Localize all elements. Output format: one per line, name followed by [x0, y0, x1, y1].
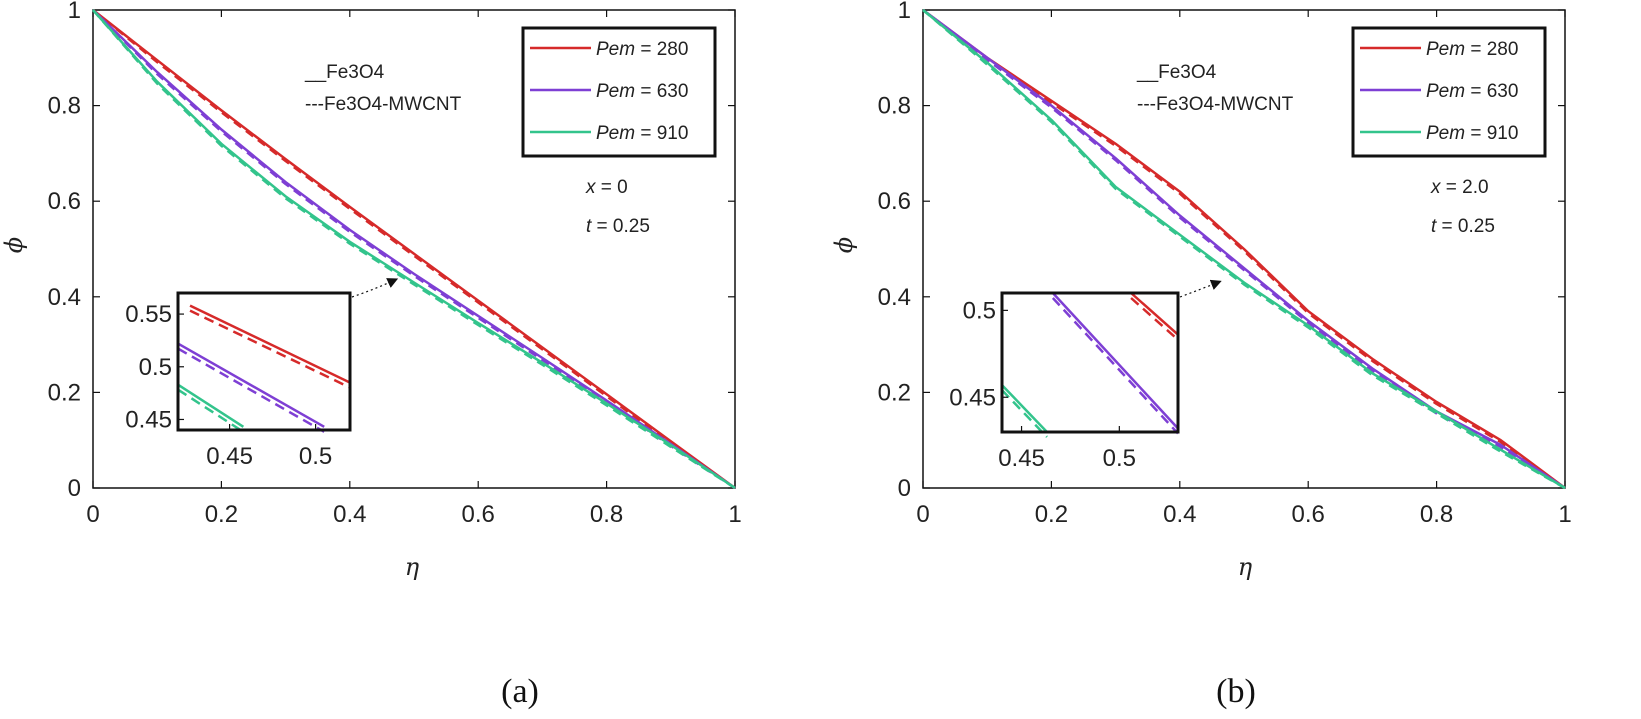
y-tick-label: 0.8: [48, 93, 81, 120]
inset-y-tick-label: 0.5: [139, 354, 172, 381]
panel-a-legend-entry-630: Pem = 630: [596, 81, 688, 102]
plot-frame: [922, 9, 1566, 489]
series-line-280: [922, 8, 1566, 490]
series-lines: [92, 9, 736, 490]
y-tick-label: 0.6: [878, 188, 911, 215]
x-tick-label: 0: [916, 501, 929, 528]
zoom-inset: 0.45 0.5 0.45 0.5 0.55: [125, 278, 399, 470]
panel-a-legend-entry-280: Pem = 280: [596, 39, 688, 60]
inset-line-dashed: [177, 347, 325, 433]
x-tick-label: 0.2: [205, 501, 238, 528]
x-tick-label: 0.6: [462, 501, 495, 528]
series-lines: [922, 8, 1566, 490]
panel-b-annotation-x: x = 2.0: [1430, 177, 1489, 198]
series-line-280: [92, 9, 736, 490]
panel-b-legend-entry-280: Pem = 280: [1426, 39, 1518, 60]
x-tick-label: 0.6: [1292, 501, 1325, 528]
panel-a: 0 0.2 0.4 0.6 0.8 1 0 0.2 0.4 0.6 0.8 1 η ϕ (a) __Fe3…: [0, 0, 742, 710]
plot-frame: [92, 9, 736, 489]
panel-b-legend-entry-630: Pem = 630: [1426, 81, 1518, 102]
y-tick-label: 0: [898, 475, 911, 502]
inset-line: [1130, 292, 1179, 336]
series-line-630: [92, 9, 736, 490]
inset-frame: [176, 291, 352, 432]
panel-a-dashed-legend: ---Fe3O4-MWCNT: [305, 94, 462, 115]
inset-line-dashed: [1130, 297, 1179, 341]
y-tick-label: 0.2: [878, 379, 911, 406]
series-line-910: [92, 9, 736, 490]
y-axis-label: ϕ: [0, 237, 28, 253]
panel-a-annotation-t: t = 0.25: [586, 216, 650, 237]
x-tick-label: 0.2: [1035, 501, 1068, 528]
x-axis-label: η: [405, 553, 420, 581]
series-line-910: [922, 9, 1566, 490]
y-tick-label: 1: [68, 0, 81, 24]
panel-b-pem-legend: Pem = 280 Pem = 630 Pem = 910: [1351, 26, 1547, 158]
y-tick-label: 0.4: [878, 284, 911, 311]
series-line-dashed-280: [92, 9, 736, 490]
inset-line-dashed: [1001, 389, 1048, 438]
y-tick-label: 0.4: [48, 284, 81, 311]
panel-a-pem-legend: Pem = 280 Pem = 630 Pem = 910: [521, 26, 717, 158]
x-tick-label: 0.4: [333, 501, 366, 528]
inset-line: [189, 304, 351, 384]
inset-y-tick-label: 0.45: [949, 384, 996, 411]
inset-line-dashed: [1051, 297, 1179, 435]
panel-a-annotation-x: x = 0: [585, 177, 628, 198]
panel-a-caption: (a): [501, 673, 539, 710]
inset-line-dashed: [189, 309, 351, 389]
inset-frame: [1000, 291, 1180, 434]
axes: 0 0.2 0.4 0.6 0.8 1 0 0.2 0.4 0.6 0.8 1 η ϕ: [830, 0, 1572, 581]
inset-line-dashed: [177, 388, 245, 433]
inset-x-tick-label: 0.5: [299, 443, 332, 470]
x-tick-label: 0.4: [1163, 501, 1196, 528]
x-axis-label: η: [1238, 553, 1253, 581]
series-line-dashed-910: [92, 9, 736, 490]
y-tick-label: 0.2: [48, 379, 81, 406]
zoom-inset: 0.45 0.5 0.45 0.5: [949, 279, 1222, 472]
inset-y-tick-label: 0.45: [125, 406, 172, 433]
panel-b-legend-entry-910: Pem = 910: [1426, 123, 1518, 144]
inset-line: [177, 342, 325, 428]
panel-a-solid-legend: __Fe3O4: [304, 62, 385, 83]
y-axis-label: ϕ: [830, 237, 858, 253]
panel-b-legend-box: [1351, 26, 1547, 158]
panel-b: 0 0.2 0.4 0.6 0.8 1 0 0.2 0.4 0.6 0.8 1 η ϕ (b) __Fe3…: [830, 0, 1572, 710]
x-tick-label: 0.8: [590, 501, 623, 528]
series-line-630: [922, 8, 1566, 490]
inset-y-tick-label: 0.55: [125, 301, 172, 328]
panel-a-legend-box: [521, 26, 717, 158]
y-tick-label: 0.8: [878, 93, 911, 120]
inset-x-tick-label: 0.45: [998, 445, 1045, 472]
inset-line: [177, 383, 245, 428]
inset-x-tick-label: 0.45: [206, 443, 253, 470]
panel-b-solid-legend: __Fe3O4: [1136, 62, 1217, 83]
series-line-dashed-910: [922, 9, 1566, 490]
inset-pointer-arrow: [1179, 279, 1222, 298]
panel-b-caption: (b): [1216, 673, 1256, 710]
y-tick-label: 1: [898, 0, 911, 24]
inset-line: [1051, 292, 1179, 430]
x-tick-label: 0.8: [1420, 501, 1453, 528]
panel-b-annotation-t: t = 0.25: [1431, 216, 1495, 237]
panel-b-dashed-legend: ---Fe3O4-MWCNT: [1137, 94, 1294, 115]
x-tick-label: 0: [86, 501, 99, 528]
x-tick-label: 1: [728, 501, 741, 528]
inset-line: [1001, 384, 1048, 433]
panel-a-legend-entry-910: Pem = 910: [596, 123, 688, 144]
y-tick-label: 0: [68, 475, 81, 502]
inset-x-tick-label: 0.5: [1103, 445, 1136, 472]
y-tick-label: 0.6: [48, 188, 81, 215]
inset-pointer-arrow: [351, 278, 399, 298]
axes: 0 0.2 0.4 0.6 0.8 1 0 0.2 0.4 0.6 0.8 1 η ϕ: [0, 0, 742, 581]
x-tick-label: 1: [1558, 501, 1571, 528]
inset-background: [1002, 293, 1178, 432]
inset-y-tick-label: 0.5: [963, 297, 996, 324]
